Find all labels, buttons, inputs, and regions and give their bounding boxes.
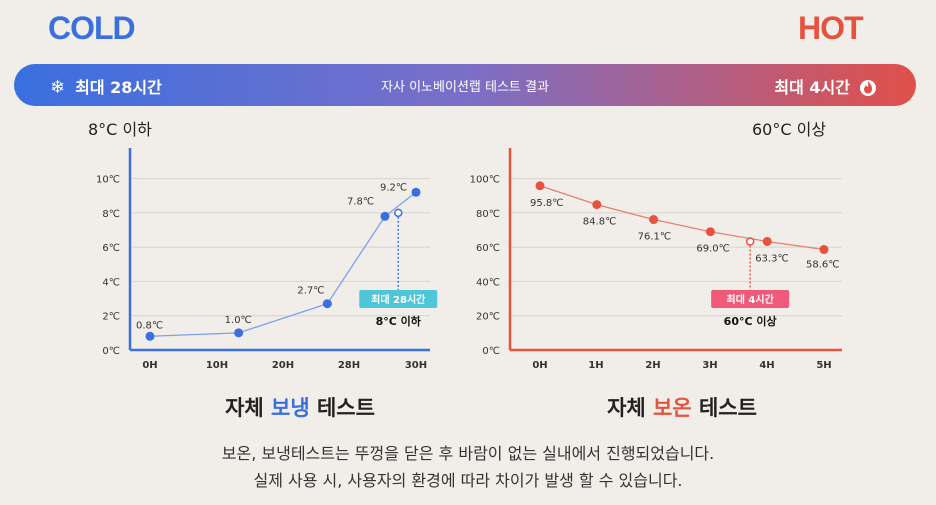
banner-cold-label: 최대 28시간: [75, 78, 162, 97]
hot-y-tick-label: 100℃: [470, 175, 500, 186]
hot-data-point: [705, 227, 715, 237]
hot-annotation-badge: [711, 290, 790, 308]
cold-y-tick-label: 2℃: [102, 312, 120, 323]
hot-x-tick-label: 1H: [588, 360, 603, 371]
cold-data-point: [411, 187, 421, 197]
hot-data-label: 58.6℃: [806, 260, 840, 271]
hot-x-tick-label: 3H: [702, 360, 717, 371]
banner-hot-label: 최대 4시간: [774, 78, 850, 97]
hot-data-point: [592, 200, 602, 210]
cold-data-label: 9.2℃: [380, 182, 407, 193]
hot-caption-highlight: 보온: [653, 396, 692, 420]
hot-data-point: [535, 181, 545, 191]
hot-series-line: [539, 185, 825, 251]
hot-y-tick-label: 60℃: [476, 243, 500, 254]
hot-subtitle: 60°C 이상: [752, 120, 827, 139]
hot-annotation-badge-text: 최대 4시간: [727, 293, 775, 306]
cold-caption-prefix: 자체: [225, 396, 272, 420]
hot-caption-suffix: 테스트: [691, 396, 757, 420]
cold-subtitle: 8°C 이하: [88, 120, 152, 139]
cold-x-tick-label: 10H: [206, 360, 228, 371]
test-note-line-1: 보온, 보냉테스트는 뚜껑을 닫은 후 바람이 없는 실내에서 진행되었습니다.: [221, 444, 715, 463]
cold-caption-suffix: 테스트: [309, 396, 375, 420]
hot-title: HOT: [798, 10, 864, 46]
hot-test-caption: 자체 보온 테스트: [552, 392, 812, 422]
hot-y-tick-label: 20℃: [476, 312, 500, 323]
cold-data-label: 0.8℃: [136, 320, 163, 331]
fire-icon: [860, 80, 876, 96]
hot-data-point: [649, 215, 659, 225]
hot-data-label: 76.1℃: [638, 232, 672, 243]
hot-data-label: 84.8℃: [583, 217, 617, 228]
cold-y-tick-label: 0℃: [102, 346, 120, 357]
hot-y-tick-label: 80℃: [476, 209, 500, 220]
hot-data-point: [819, 245, 829, 255]
cold-title: COLD: [48, 10, 136, 46]
cold-x-tick-label: 28H: [338, 360, 360, 371]
hot-x-tick-label: 5H: [816, 360, 831, 371]
hot-x-tick-label: 0H: [532, 360, 547, 371]
test-note-line-2: 실제 사용 시, 사용자의 환경에 따라 차이가 발생 할 수 있습니다.: [253, 471, 683, 490]
hot-x-tick-label: 2H: [645, 360, 660, 371]
hot-data-label: 69.0℃: [696, 244, 730, 255]
cold-annotation-badge-text: 최대 28시간: [371, 293, 426, 306]
hot-annotation-text: 60°C 이상: [724, 314, 777, 328]
cold-y-tick-label: 4℃: [102, 277, 120, 288]
cold-annotation-badge: [359, 290, 438, 308]
cold-data-point: [234, 328, 244, 338]
hot-x-tick-label: 4H: [759, 360, 774, 371]
cold-annotation-text: 8°C 이하: [376, 314, 422, 328]
hot-marker-point: [745, 237, 755, 246]
cold-x-tick-label: 30H: [405, 360, 427, 371]
cold-y-tick-label: 8℃: [102, 209, 120, 220]
cold-data-point: [322, 299, 332, 309]
snowflake-icon: ❄: [50, 77, 66, 98]
cold-data-label: 2.7℃: [297, 286, 324, 297]
hot-data-label: 95.8℃: [530, 198, 564, 209]
banner-center-label: 자사 이노베이션랩 테스트 결과: [381, 80, 549, 95]
cold-data-label: 7.8℃: [347, 196, 374, 207]
hot-data-point: [762, 236, 772, 246]
banner-cold-section: ❄ 최대 28시간: [50, 74, 162, 98]
cold-caption-highlight: 보냉: [271, 396, 310, 420]
cold-test-caption: 자체 보냉 테스트: [170, 392, 430, 422]
cold-data-point: [145, 331, 155, 341]
cold-data-label: 1.0℃: [225, 315, 252, 326]
cold-data-point: [380, 211, 390, 221]
banner-hot-section: 최대 4시간: [774, 74, 878, 98]
cold-y-tick-label: 6℃: [102, 243, 120, 254]
cold-x-tick-label: 0H: [142, 360, 157, 371]
cold-y-tick-label: 10℃: [96, 175, 120, 186]
hot-y-tick-label: 40℃: [476, 277, 500, 288]
hot-y-tick-label: 0℃: [482, 346, 500, 357]
comparison-banner: ❄ 최대 28시간 자사 이노베이션랩 테스트 결과 최대 4시간: [14, 64, 916, 106]
hot-data-label: 63.3℃: [755, 253, 789, 264]
cold-marker-point: [394, 208, 403, 218]
hot-caption-prefix: 자체: [607, 396, 654, 420]
cold-x-tick-label: 20H: [272, 360, 294, 371]
